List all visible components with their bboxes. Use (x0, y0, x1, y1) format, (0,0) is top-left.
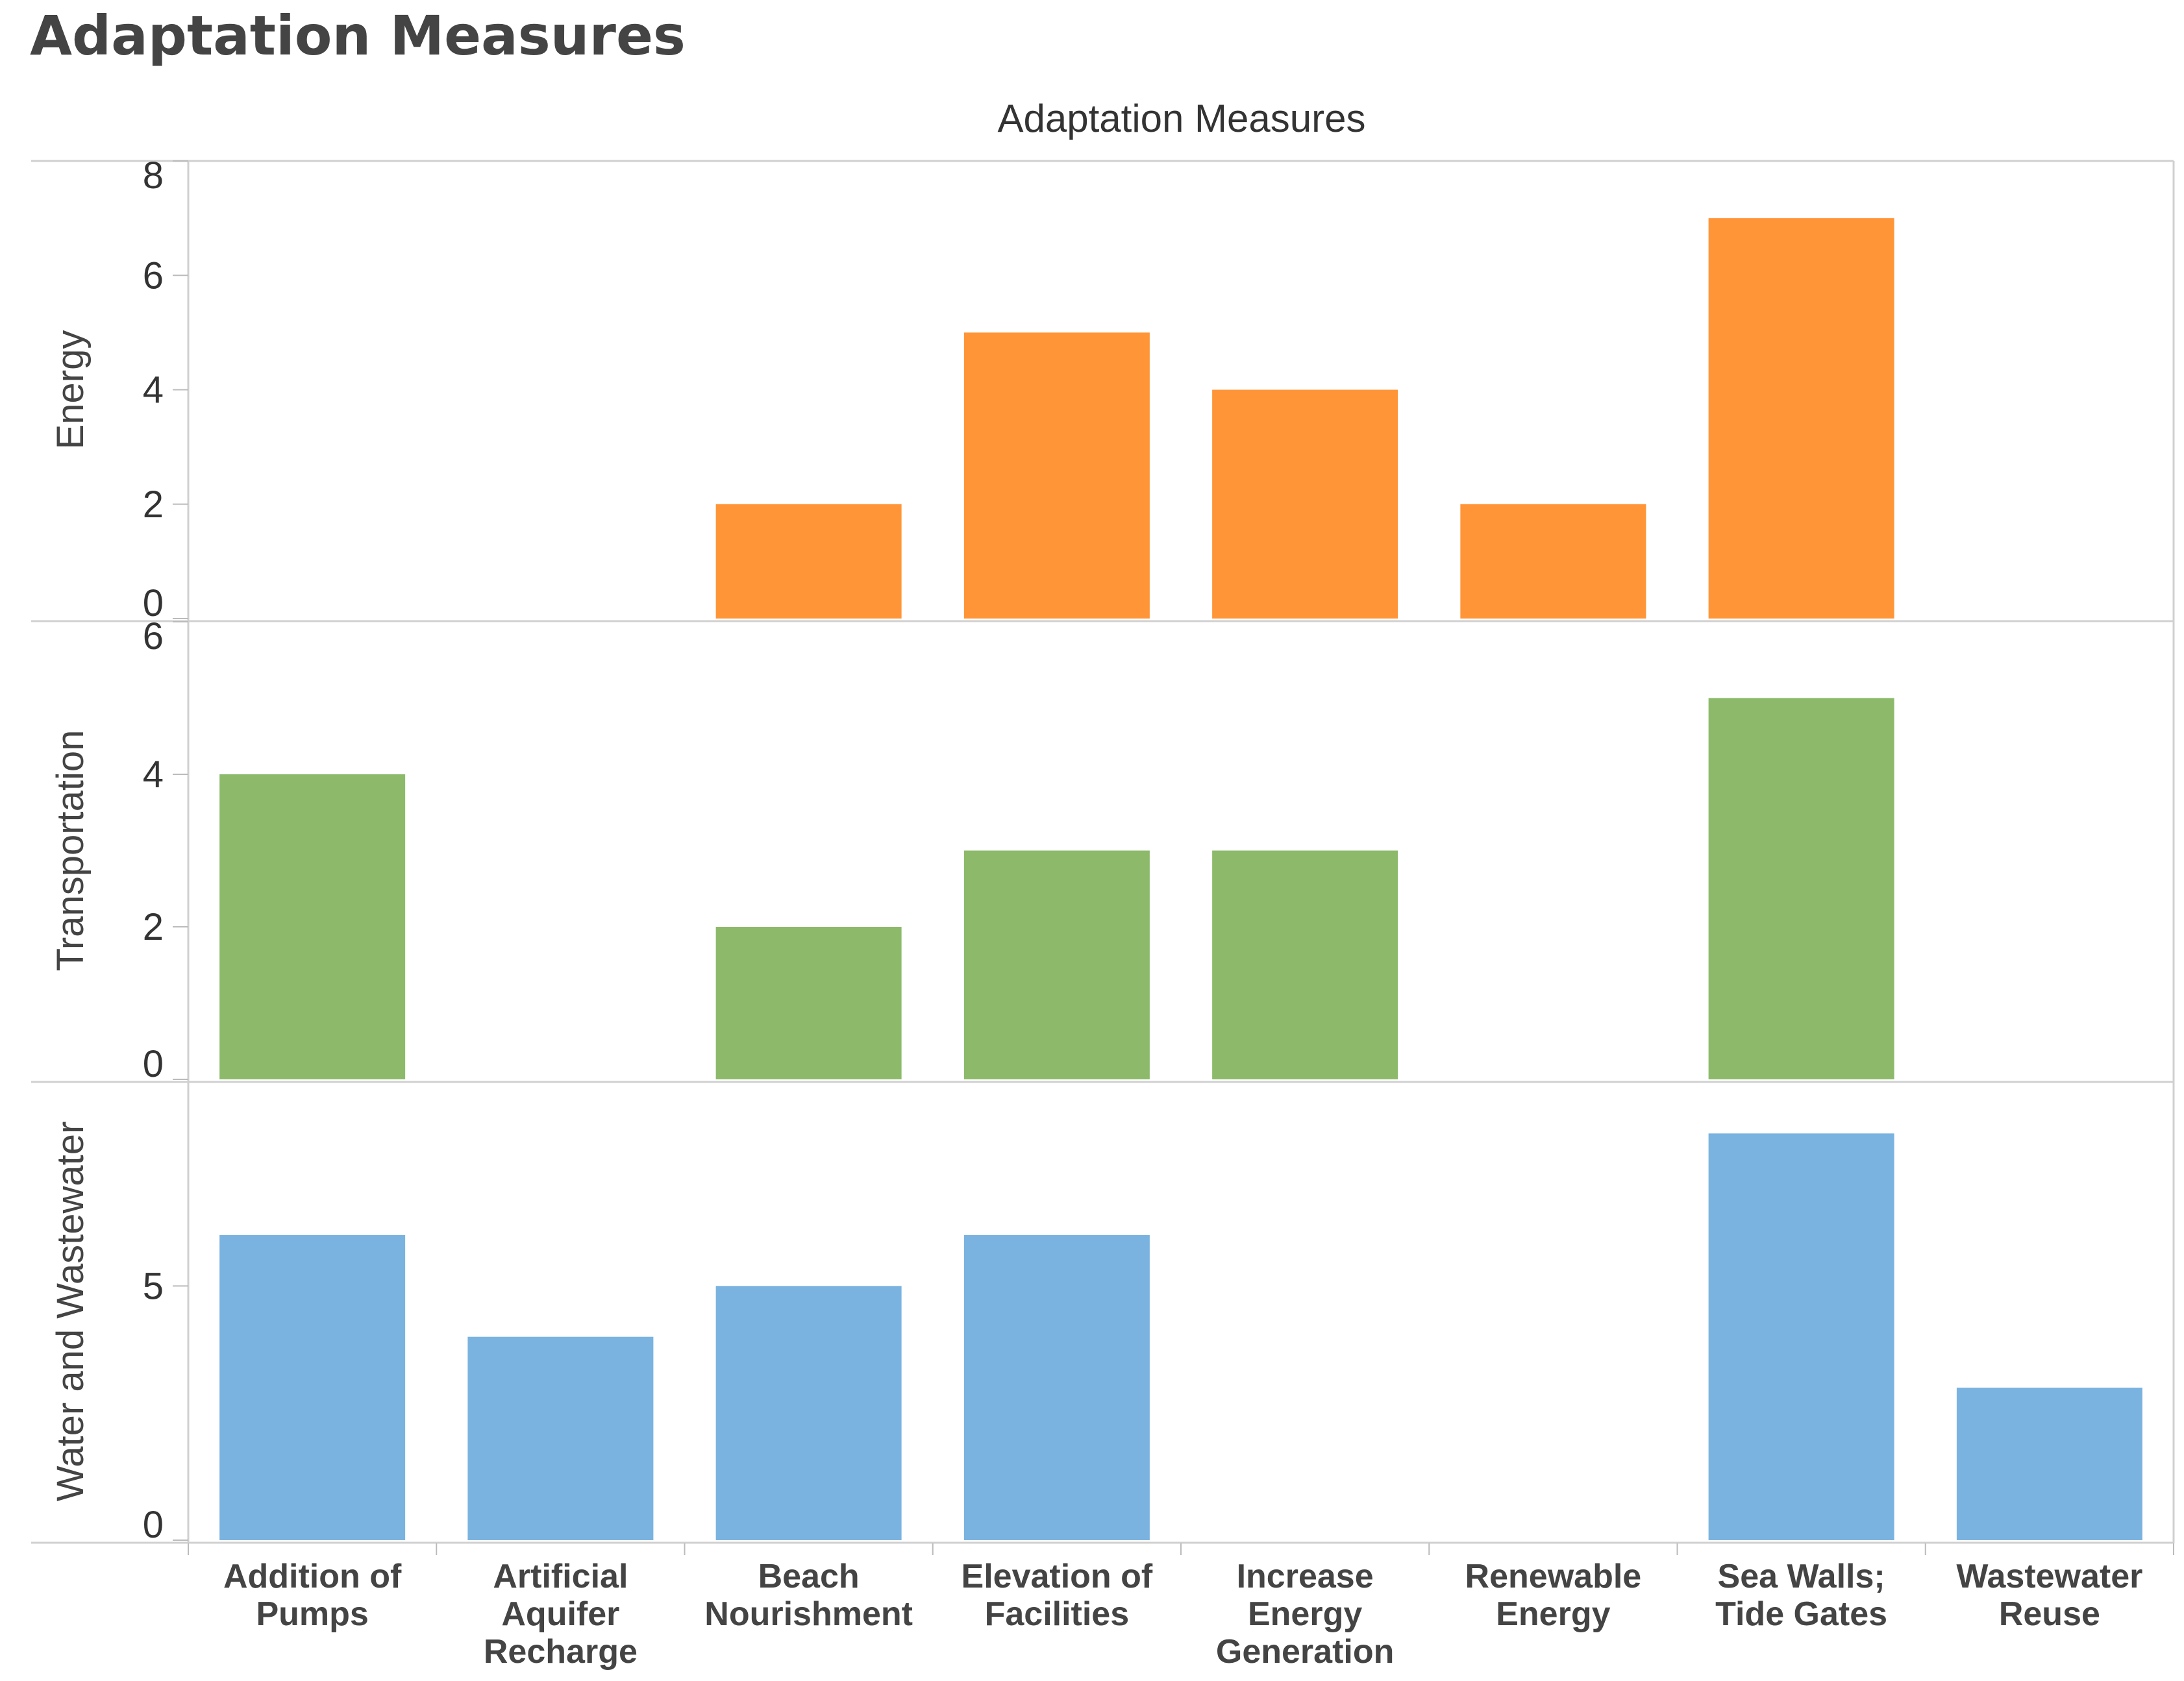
y-tick-label: 4 (143, 754, 164, 796)
x-tick-label: Beach Nourishment (704, 1558, 913, 1633)
bar (715, 504, 902, 619)
x-tick-label: Addition of Pumps (223, 1558, 402, 1633)
y-tick-label: 0 (143, 1504, 164, 1546)
row-label: Transportation (49, 730, 92, 972)
y-tick-label: 0 (143, 1043, 164, 1085)
y-tick-label: 6 (143, 254, 164, 297)
page-title: Adaptation Measures (30, 4, 686, 67)
chart-frame (31, 160, 2175, 1543)
chart-title: Adaptation Measures (997, 97, 1365, 140)
bar (1460, 504, 1646, 619)
x-tick-label: Sea Walls; Tide Gates (1715, 1558, 1887, 1633)
y-tick-label: 4 (143, 369, 164, 411)
x-axis: Addition of Pumps Artificial Aquifer Recharg… (188, 1543, 2174, 1671)
panel-transportation: Transportation 0 2 4 6 (31, 615, 2174, 1085)
bar (1708, 698, 1894, 1079)
row-label: Water and Wastewater (49, 1122, 92, 1502)
bar (1212, 850, 1398, 1079)
bar (467, 1336, 654, 1540)
x-tick-label: Artificial Aquifer Recharge (484, 1558, 638, 1671)
bar (219, 774, 406, 1079)
y-tick-label: 2 (143, 906, 164, 948)
panel-water-and-wastewater: Water and Wastewater 0 5 (31, 1122, 2174, 1546)
x-tick-label: Renewable Energy (1465, 1558, 1642, 1633)
x-tick-label: Wastewater Reuse (1956, 1558, 2142, 1633)
x-tick-label: Elevation of Facilities (962, 1558, 1153, 1633)
y-tick-label: 5 (143, 1265, 164, 1307)
bar (963, 1235, 1150, 1540)
bar (963, 332, 1150, 619)
bar (1708, 1133, 1894, 1540)
y-tick-label: 2 (143, 484, 164, 526)
row-label: Energy (49, 330, 92, 450)
y-tick-label: 0 (143, 582, 164, 624)
bar (1956, 1388, 2142, 1540)
bar (1212, 389, 1398, 619)
bar (219, 1235, 406, 1540)
bar (715, 1286, 902, 1540)
chart-panels: Energy 0 2 4 6 8 Transportation 0 2 4 6 Water and W… (31, 154, 2174, 1546)
y-tick-label: 6 (143, 615, 164, 657)
bar (715, 927, 902, 1079)
y-tick-label: 8 (143, 154, 164, 197)
bar (963, 850, 1150, 1079)
x-tick-label: Increase Energy Generation (1216, 1558, 1395, 1671)
panel-energy: Energy 0 2 4 6 8 (31, 154, 2174, 624)
bar (1708, 218, 1894, 619)
